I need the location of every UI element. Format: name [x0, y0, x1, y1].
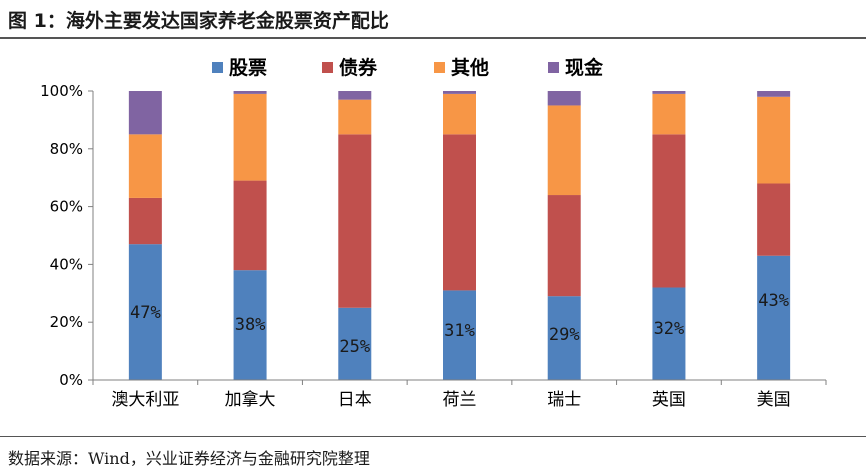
bar-other-1 [233, 93, 267, 181]
bar-other-6 [757, 96, 791, 184]
bar-cash-2 [338, 91, 372, 100]
bar-bond-4 [547, 195, 581, 297]
x-tick-label: 瑞士 [547, 390, 581, 410]
legend-label: 债券 [339, 56, 378, 79]
x-tick-label: 加拿大 [225, 389, 276, 410]
legend-swatch-bond [322, 62, 333, 73]
y-tick-label: 0% [59, 371, 83, 389]
bar-other-2 [338, 99, 372, 135]
bar-stock-6 [757, 255, 791, 380]
bar-bond-5 [652, 134, 686, 288]
legend-label: 股票 [229, 57, 267, 79]
data-label: 31% [444, 321, 475, 341]
bar-bond-2 [338, 134, 372, 308]
legend: 股票 债券 其他 现金 [212, 56, 604, 79]
legend-label: 其他 [451, 56, 489, 79]
source-note: 数据来源：Wind，兴业证券经济与金融研究院整理 [8, 449, 370, 468]
y-tick-label: 60% [50, 198, 83, 216]
bar-cash-6 [757, 91, 791, 97]
x-tick-label: 日本 [338, 390, 372, 410]
bar-bond-0 [128, 197, 162, 245]
bar-stock-2 [338, 307, 372, 380]
legend-swatch-stock [212, 62, 223, 73]
figure-title: 图 1：海外主要发达国家养老金股票资产配比 [8, 10, 389, 32]
data-labels: 47% 38% 25% 31% 29% 32% 43% [130, 291, 789, 357]
bar-cash-3 [443, 91, 476, 94]
bar-cash-4 [547, 91, 581, 106]
y-tick-label: 100% [40, 82, 83, 100]
bar-bond-6 [757, 183, 791, 256]
bar-stock-5 [652, 287, 686, 380]
bar-cash-0 [128, 91, 162, 135]
title-rule [0, 37, 866, 39]
data-label: 25% [339, 337, 370, 357]
data-label: 29% [549, 325, 580, 345]
bar-stock-1 [233, 270, 267, 380]
bar-bond-1 [233, 180, 267, 271]
x-tick-label: 美国 [757, 390, 791, 410]
bar-cash-5 [652, 91, 686, 94]
legend-swatch-other [434, 62, 445, 73]
y-axis: 0% 20% 40% 60% 80% 100% [40, 82, 94, 389]
x-axis: 澳大利亚 加拿大 日本 荷兰 瑞士 英国 美国 [92, 379, 827, 410]
y-tick-label: 40% [50, 255, 83, 273]
legend-swatch-cash [548, 62, 559, 73]
bar-other-0 [128, 134, 162, 198]
bar-other-4 [547, 105, 581, 196]
data-label: 47% [130, 303, 161, 323]
bar-cash-1 [233, 91, 267, 94]
x-tick-label: 澳大利亚 [111, 390, 179, 410]
y-tick-label: 20% [50, 313, 83, 331]
legend-label: 现金 [565, 56, 604, 79]
bar-bond-3 [443, 134, 476, 291]
bar-stock-0 [128, 244, 162, 380]
x-tick-label: 英国 [652, 390, 686, 410]
bars [128, 91, 791, 380]
bar-stock-3 [443, 290, 476, 380]
data-label: 38% [235, 315, 266, 335]
stacked-bar-chart: 股票 债券 其他 现金 0% 20% 40% 60% 80% 100% 澳大利亚 加拿大 日本 荷兰 瑞… [40, 56, 827, 410]
source-rule [0, 436, 866, 437]
data-label: 32% [654, 319, 685, 339]
bar-other-5 [652, 93, 686, 135]
y-tick-label: 80% [50, 140, 83, 158]
x-tick-label: 荷兰 [443, 390, 477, 410]
bar-stock-4 [547, 296, 581, 380]
data-label: 43% [758, 291, 789, 311]
bar-other-3 [443, 93, 476, 135]
